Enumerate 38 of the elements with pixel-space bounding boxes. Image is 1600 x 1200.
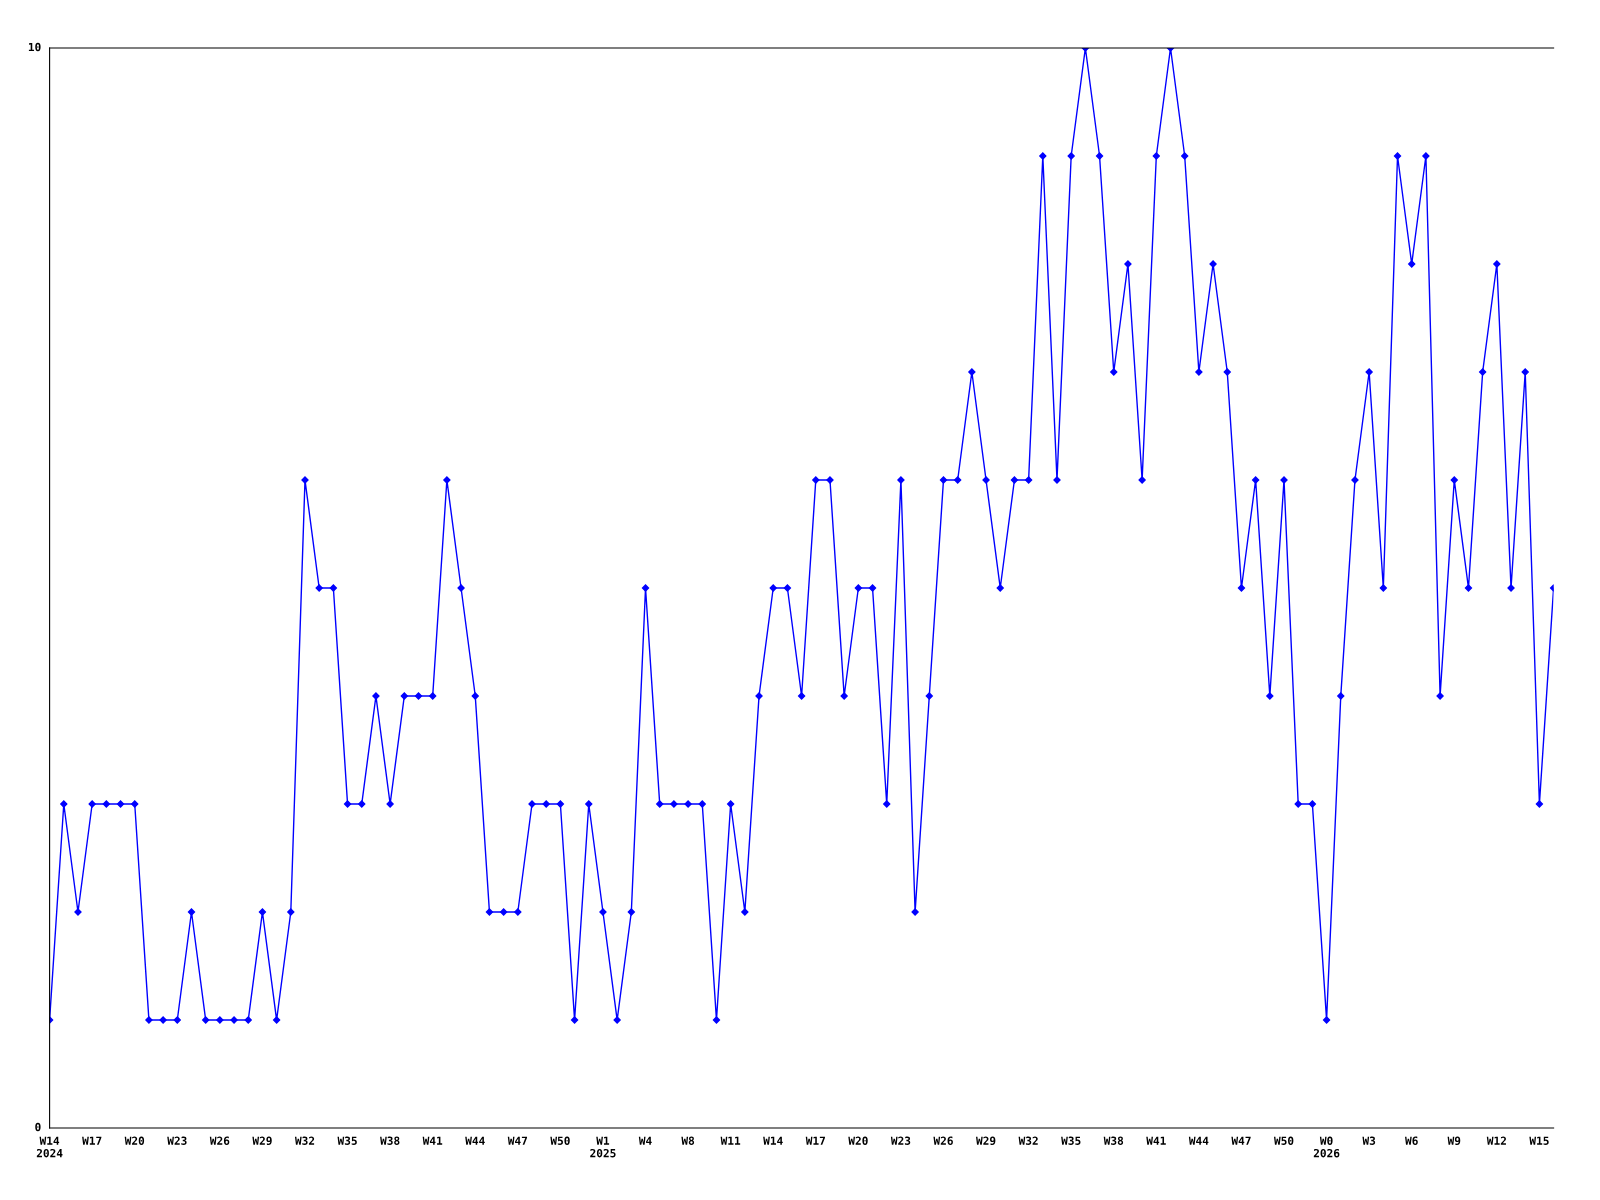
x-tick-label: W6 bbox=[1405, 1136, 1418, 1145]
x-tick-label: W35 bbox=[1061, 1136, 1081, 1145]
x-tick-label: W15 bbox=[1529, 1136, 1549, 1145]
x-tick-label: W38 bbox=[1103, 1136, 1124, 1145]
x-tick-label: W11 bbox=[720, 1136, 741, 1145]
x-tick-label: W0 2026 bbox=[1313, 1136, 1340, 1158]
x-tick-label: W3 bbox=[1362, 1136, 1376, 1145]
x-tick-label: W29 bbox=[976, 1136, 996, 1145]
x-tick-label: W32 bbox=[1018, 1136, 1038, 1145]
x-tick-label: W29 bbox=[252, 1136, 272, 1145]
x-tick-label: W38 bbox=[380, 1136, 400, 1145]
x-tick-label: W8 bbox=[681, 1136, 695, 1145]
x-tick-label: W9 bbox=[1447, 1136, 1461, 1145]
x-tick-label: W17 bbox=[82, 1136, 102, 1145]
x-tick-label: W44 bbox=[1188, 1136, 1209, 1145]
x-tick-label: W14 2024 bbox=[36, 1136, 63, 1158]
x-tick-label: W20 bbox=[848, 1136, 868, 1145]
y-tick-label: 0 bbox=[35, 1122, 41, 1132]
x-tick-label: W4 bbox=[638, 1136, 652, 1145]
x-tick-label: W17 bbox=[805, 1136, 825, 1145]
x-tick-label: W26 bbox=[209, 1136, 230, 1145]
y-tick-label: 10 bbox=[28, 42, 41, 52]
x-tick-label: W1 2025 bbox=[590, 1136, 616, 1158]
x-tick-label: W41 bbox=[422, 1136, 443, 1145]
x-tick-label: W47 bbox=[1231, 1136, 1251, 1145]
x-tick-label: W44 bbox=[465, 1136, 485, 1145]
x-tick-label: W35 bbox=[337, 1136, 357, 1145]
x-tick-label: W47 bbox=[507, 1136, 528, 1145]
x-tick-label: W50 bbox=[550, 1136, 570, 1145]
x-tick-label: W20 bbox=[124, 1136, 145, 1145]
x-tick-label: W32 bbox=[294, 1136, 315, 1145]
x-tick-label: W12 bbox=[1486, 1136, 1506, 1145]
x-tick-label: W23 bbox=[890, 1136, 911, 1145]
x-tick-label: W14 bbox=[763, 1136, 783, 1145]
x-tick-label: W41 bbox=[1146, 1136, 1166, 1145]
x-tick-label: W26 bbox=[933, 1136, 953, 1145]
x-tick-label: W50 bbox=[1273, 1136, 1294, 1145]
x-tick-label: W23 bbox=[167, 1136, 187, 1145]
